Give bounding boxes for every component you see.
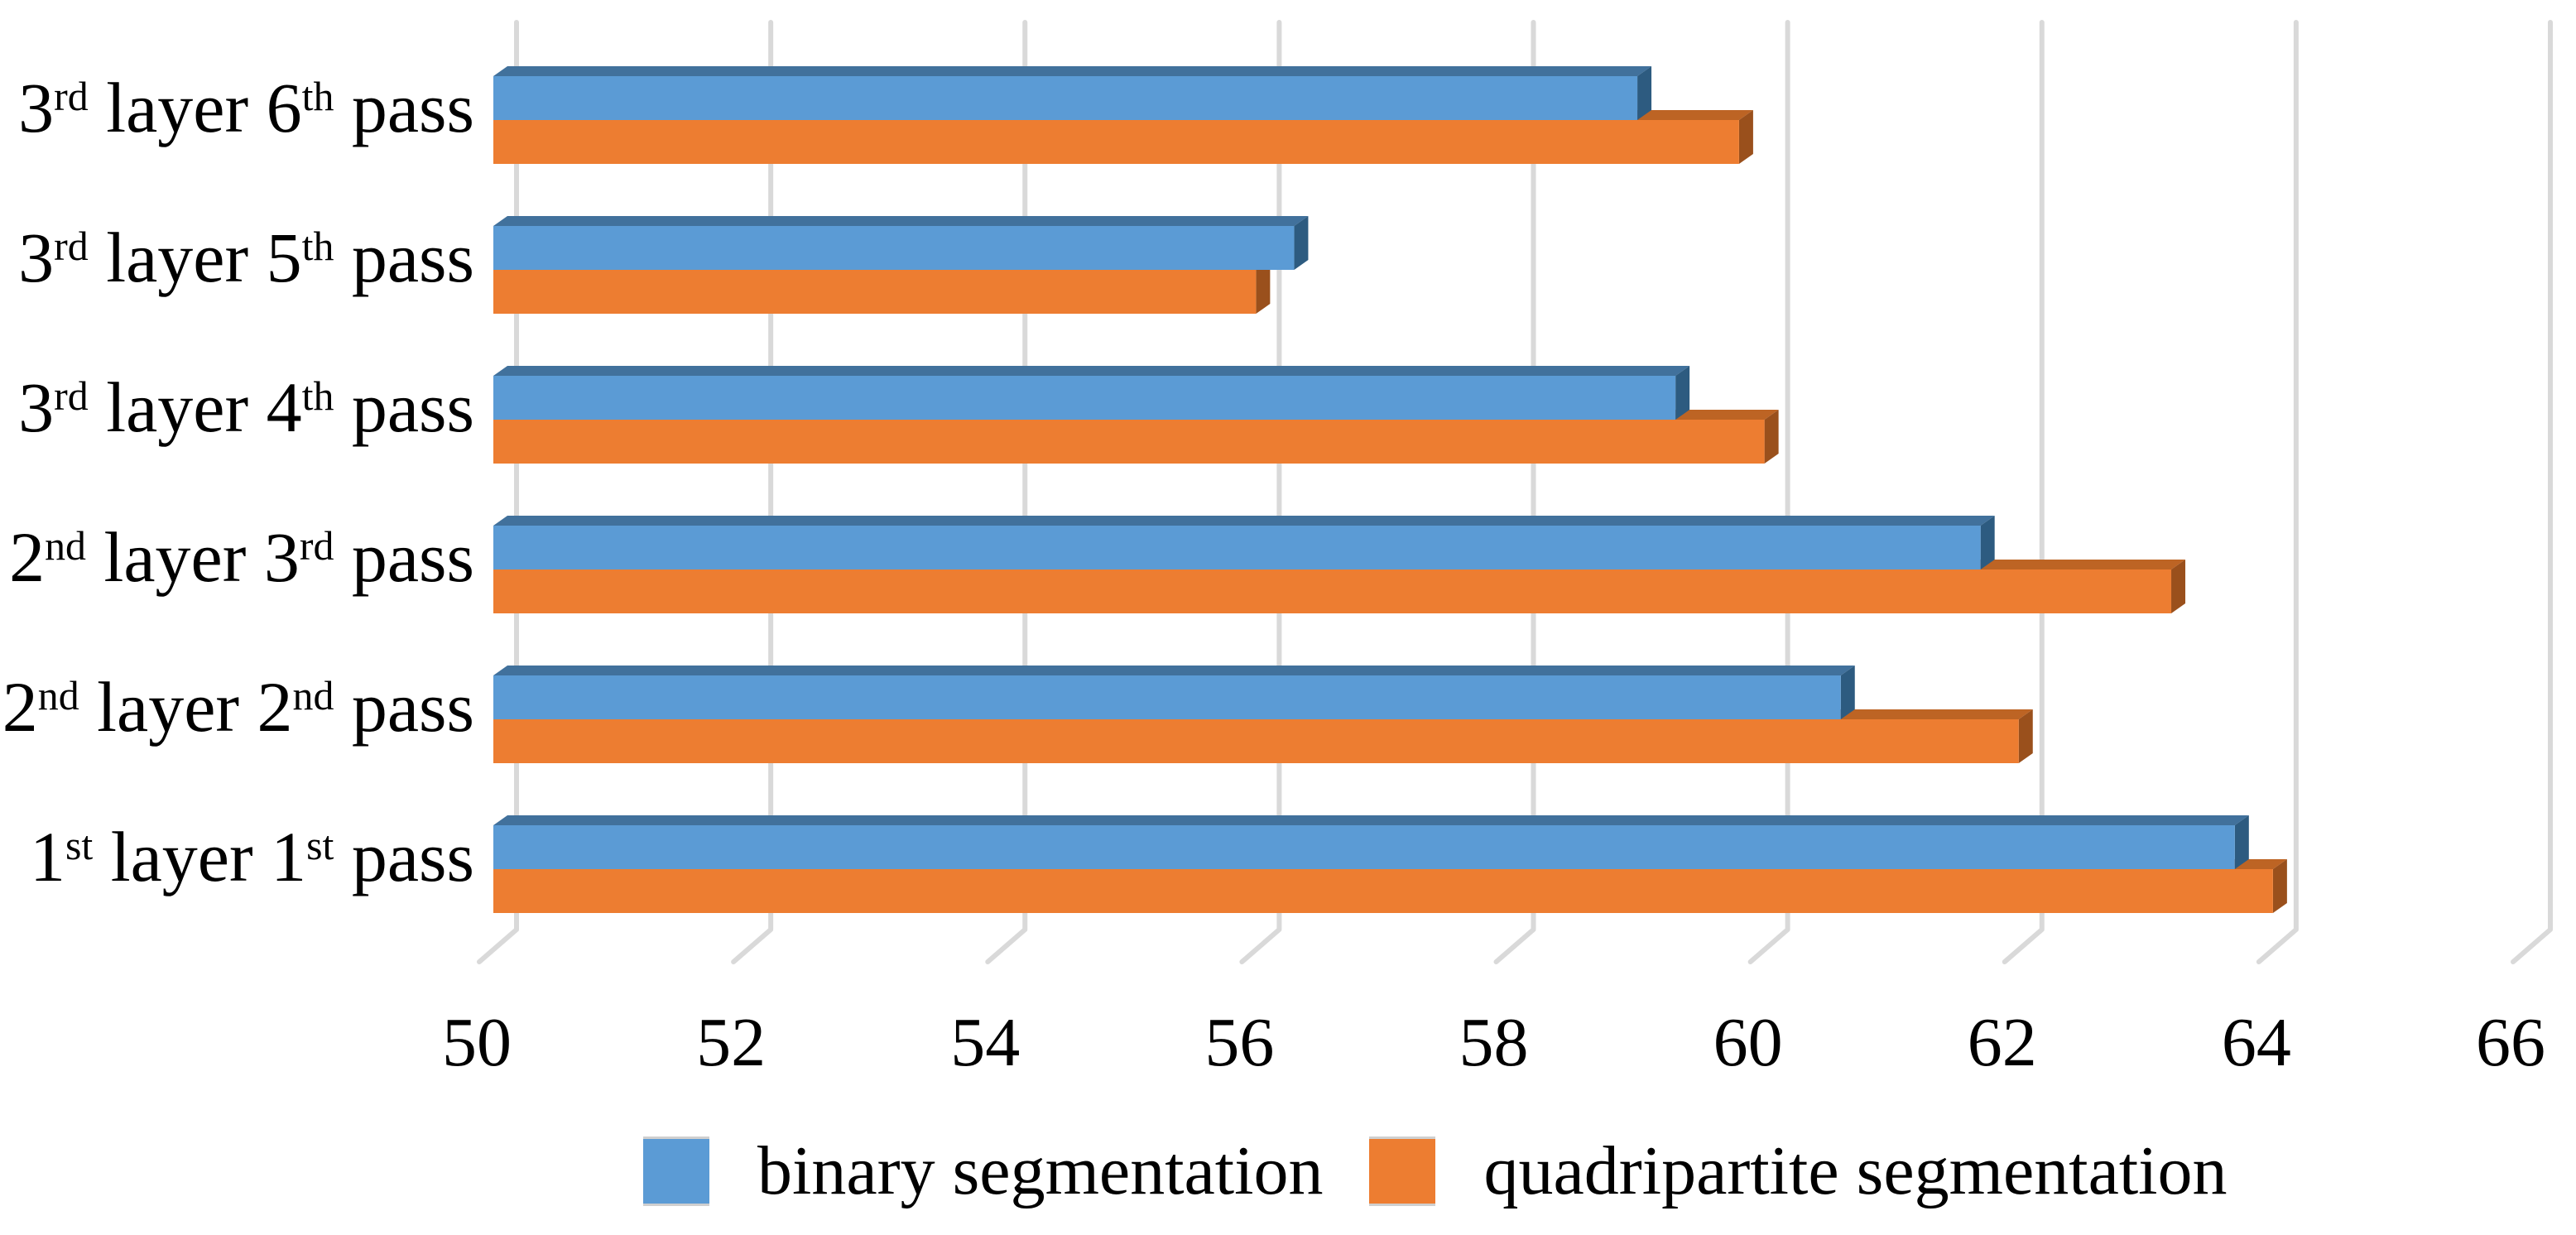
bar-side-bevel-binary [1980,516,1995,569]
category-label: 3rd layer 4th pass [18,368,474,447]
legend-item-quadripartite: quadripartite segmentation [1369,1131,2228,1212]
x-tick-label: 56 [1204,1004,1275,1081]
bar-quadripartite-row0 [493,120,1739,164]
bar-binary-row0 [493,76,1638,120]
bar-top-bevel-binary [493,666,1855,675]
gridline [985,20,1028,964]
legend-item-binary: binary segmentation [643,1131,1323,1212]
bar-binary-row3 [493,526,1981,569]
bar-side-bevel-quadripartite [1738,110,1753,164]
bar-side-bevel-quadripartite [2171,560,2186,613]
bar-binary-row2 [493,376,1676,420]
bar-quadripartite-row2 [493,420,1765,464]
bar-side-bevel-binary [1840,666,1855,719]
category-label: 3rd layer 5th pass [18,218,474,297]
gridline [1239,20,1282,964]
bar-quadripartite-row5 [493,869,2273,913]
bar-side-bevel-quadripartite [1764,410,1779,464]
gridline [1747,20,1790,964]
x-tick-label: 52 [696,1004,767,1081]
bar-top-bevel-binary [493,66,1652,76]
category-label: 3rd layer 6th pass [18,68,474,147]
bar-top-bevel-binary [493,216,1309,226]
bar-quadripartite-row4 [493,719,2019,763]
legend-label: binary segmentation [757,1132,1324,1209]
x-tick-label: 62 [1967,1004,2037,1081]
chart-legend: binary segmentation quadripartite segment… [643,1131,2228,1212]
bar-top-bevel-binary [493,815,2249,825]
category-label: 1st layer 1st pass [29,817,474,896]
bar-side-bevel-binary [2234,815,2249,869]
category-label: 2nd layer 2nd pass [2,667,474,747]
x-tick-label: 54 [950,1004,1021,1081]
bar-side-bevel-binary [1294,216,1309,270]
bar-binary-row5 [493,825,2235,869]
x-tick-label: 58 [1459,1004,1529,1081]
gridline [2002,20,2045,964]
bar-top-bevel-binary [493,366,1690,376]
gridline [2511,20,2553,964]
bar-quadripartite-row3 [493,569,2172,613]
bar-side-bevel-binary [1675,366,1690,420]
gridline [731,20,774,964]
category-label: 2nd layer 3rd pass [9,517,474,597]
gridline [1493,20,1536,964]
legend-label: quadripartite segmentation [1483,1132,2228,1209]
x-tick-label: 66 [2476,1004,2545,1081]
gridline [477,20,519,964]
x-tick-label: 50 [442,1004,512,1081]
gridline [2256,20,2299,964]
bar-side-bevel-binary [1637,66,1652,120]
bar-side-bevel-quadripartite [1256,260,1271,314]
bar-side-bevel-quadripartite [2018,709,2033,763]
legend-swatch-quadripartite [1369,1136,1436,1206]
x-tick-label: 60 [1713,1004,1783,1081]
bar-top-bevel-binary [493,516,1995,526]
bar-binary-row4 [493,675,1841,719]
bar-side-bevel-quadripartite [2272,859,2287,913]
bar-binary-row1 [493,226,1295,270]
legend-swatch-binary [643,1136,709,1206]
x-tick-label: 64 [2221,1004,2291,1081]
bar-quadripartite-row1 [493,270,1257,314]
